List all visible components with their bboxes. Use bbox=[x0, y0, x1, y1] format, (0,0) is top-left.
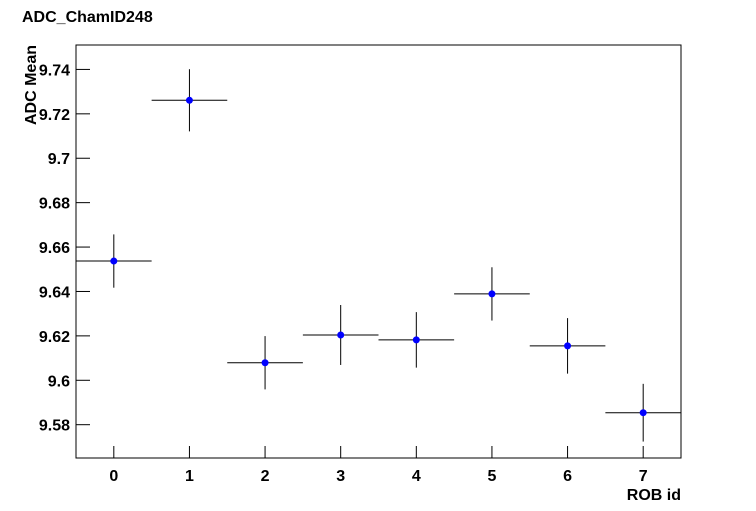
plot-frame bbox=[75, 44, 682, 459]
marker bbox=[639, 409, 647, 417]
marker bbox=[185, 96, 193, 104]
marker bbox=[337, 331, 345, 339]
x-tick-label: 3 bbox=[336, 468, 345, 485]
x-tick-label: 6 bbox=[563, 468, 572, 485]
y-tick-label: 9.66 bbox=[39, 240, 70, 257]
y-tick-label: 9.74 bbox=[39, 62, 70, 79]
y-tick-label: 9.7 bbox=[48, 151, 70, 168]
x-tick-label: 5 bbox=[487, 468, 496, 485]
y-tick-label: 9.62 bbox=[39, 329, 70, 346]
y-tick-label: 9.58 bbox=[39, 418, 70, 435]
y-axis-label: ADC Mean bbox=[23, 45, 40, 125]
y-tick-label: 9.64 bbox=[39, 284, 70, 301]
y-tick-label: 9.68 bbox=[39, 196, 70, 213]
marker bbox=[488, 290, 496, 298]
marker bbox=[110, 257, 118, 265]
marker bbox=[261, 359, 269, 367]
x-tick-label: 7 bbox=[639, 468, 648, 485]
chart-title: ADC_ChamID248 bbox=[22, 9, 153, 26]
marker bbox=[412, 336, 420, 344]
y-tick-label: 9.72 bbox=[39, 107, 70, 124]
y-tick-label: 9.6 bbox=[48, 373, 70, 390]
marker bbox=[564, 342, 572, 350]
x-tick-label: 1 bbox=[185, 468, 194, 485]
x-tick-label: 2 bbox=[261, 468, 270, 485]
x-tick-label: 4 bbox=[412, 468, 421, 485]
x-tick-label: 0 bbox=[109, 468, 118, 485]
x-axis-label: ROB id bbox=[627, 487, 681, 504]
